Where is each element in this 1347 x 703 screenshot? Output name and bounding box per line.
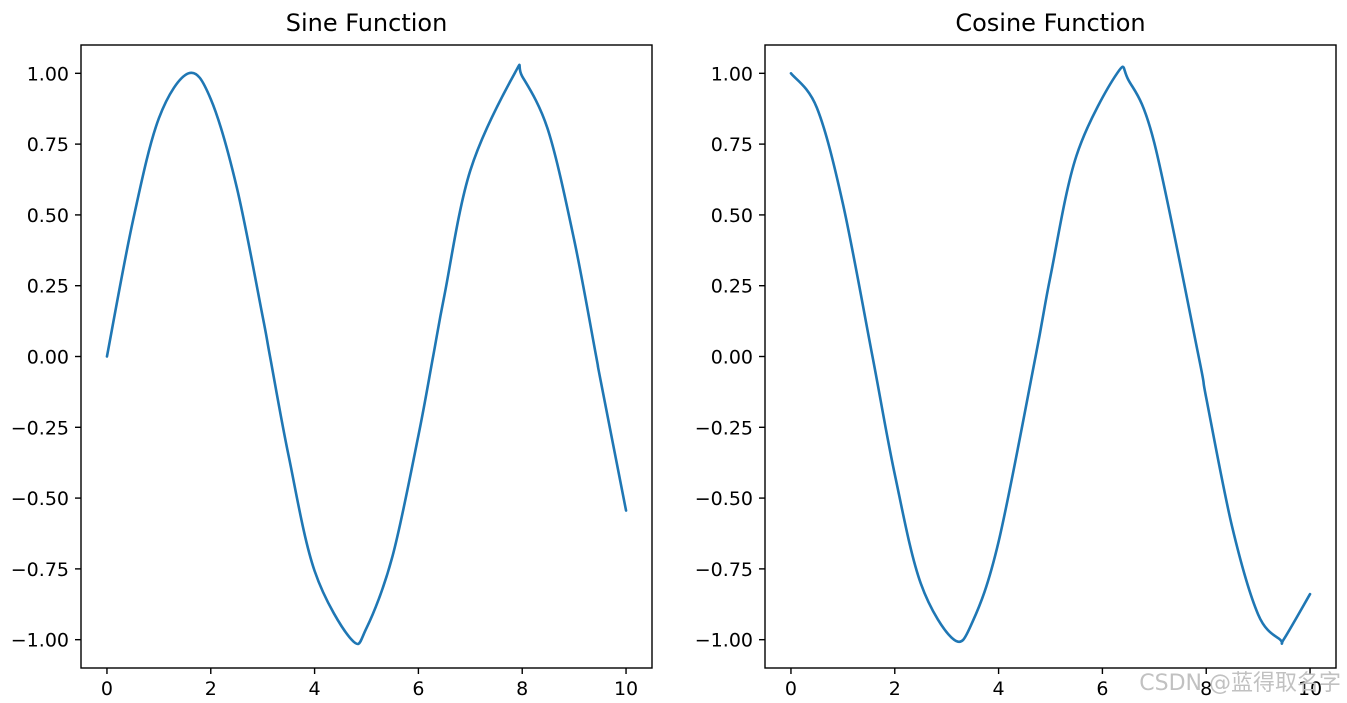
y-tick-label: 0.75 bbox=[711, 134, 753, 156]
y-tick-label: 0.75 bbox=[27, 134, 69, 156]
sine-subplot: Sine Function 0 2 4 6 8 10 1.00 0.75 0.50 0.25 0.0… bbox=[11, 9, 653, 700]
y-tick-label: −0.50 bbox=[11, 488, 69, 510]
chart-title: Sine Function bbox=[286, 9, 448, 37]
tick-group: 0 2 4 6 8 10 1.00 0.75 0.50 0.25 0.00 −0.25 −0.50 −0.… bbox=[695, 63, 1322, 700]
plot-frame bbox=[764, 44, 1337, 669]
y-tick-label: 1.00 bbox=[711, 63, 753, 85]
x-tick-label: 8 bbox=[516, 678, 528, 700]
y-tick-label: 0.25 bbox=[711, 276, 753, 298]
x-tick-label: 4 bbox=[993, 678, 1005, 700]
line-group bbox=[105, 63, 628, 646]
y-tick-label: 0.00 bbox=[27, 347, 69, 369]
x-tick-label: 2 bbox=[889, 678, 901, 700]
y-tick-label: 0.50 bbox=[711, 205, 753, 227]
y-tick-label: −0.50 bbox=[695, 488, 753, 510]
series-line bbox=[105, 63, 628, 646]
y-tick-label: −0.75 bbox=[695, 559, 753, 581]
line-group bbox=[789, 65, 1312, 645]
series-line bbox=[789, 65, 1312, 645]
watermark-text: CSDN @蓝得取名字 bbox=[1139, 671, 1341, 696]
x-tick-label: 4 bbox=[309, 678, 321, 700]
y-tick-label: 0.00 bbox=[711, 347, 753, 369]
y-tick-label: −1.00 bbox=[11, 630, 69, 652]
x-tick-label: 10 bbox=[614, 678, 638, 700]
x-tick-label: 10 bbox=[1298, 678, 1322, 700]
y-tick-label: −0.25 bbox=[11, 417, 69, 439]
x-tick-label: 2 bbox=[205, 678, 217, 700]
x-tick-label: 6 bbox=[412, 678, 424, 700]
cosine-subplot: Cosine Function 0 2 4 6 8 101.000.750.500.250… bbox=[695, 9, 1337, 700]
y-tick-label: 0.25 bbox=[27, 276, 69, 298]
y-tick-label: −0.75 bbox=[11, 559, 69, 581]
x-tick-label: 6 bbox=[1096, 678, 1108, 700]
y-tick-label: −0.25 bbox=[695, 417, 753, 439]
x-tick-label: 0 bbox=[101, 678, 113, 700]
y-tick-label: −1.00 bbox=[695, 630, 753, 652]
x-tick-label: 0 bbox=[785, 678, 797, 700]
plot-frame bbox=[80, 44, 653, 669]
y-tick-label: 1.00 bbox=[27, 63, 69, 85]
x-tick-label: 8 bbox=[1200, 678, 1212, 700]
chart-title: Cosine Function bbox=[955, 9, 1145, 37]
tick-group: 0 2 4 6 8 10 1.00 0.75 0.50 0.25 0.00 −0.25 −0.50 −0.… bbox=[11, 63, 638, 700]
y-tick-label: 0.50 bbox=[27, 205, 69, 227]
